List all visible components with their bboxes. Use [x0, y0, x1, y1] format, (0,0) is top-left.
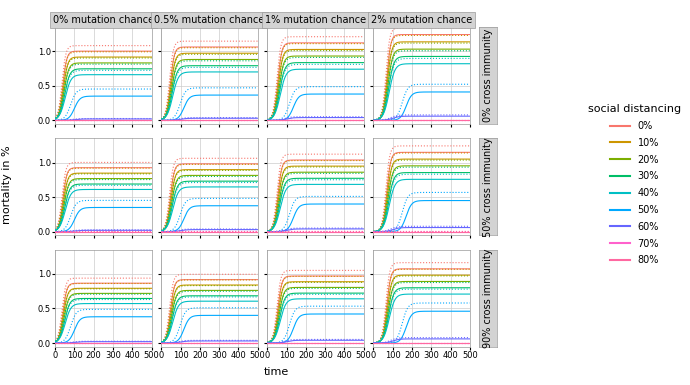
Title: 2% mutation chance: 2% mutation chance [371, 15, 472, 25]
Text: 90% cross immunity: 90% cross immunity [483, 248, 493, 348]
Text: 50% cross immunity: 50% cross immunity [483, 137, 493, 236]
Title: 1% mutation chance: 1% mutation chance [265, 15, 366, 25]
Title: 0.5% mutation chance: 0.5% mutation chance [155, 15, 265, 25]
Title: 0% mutation chance: 0% mutation chance [53, 15, 154, 25]
Text: mortality in %: mortality in % [2, 146, 12, 224]
Legend: 0%, 10%, 20%, 30%, 40%, 50%, 60%, 70%, 80%: 0%, 10%, 20%, 30%, 40%, 50%, 60%, 70%, 8… [584, 100, 685, 270]
Text: 0% cross immunity: 0% cross immunity [483, 28, 493, 122]
Text: time: time [264, 367, 288, 377]
